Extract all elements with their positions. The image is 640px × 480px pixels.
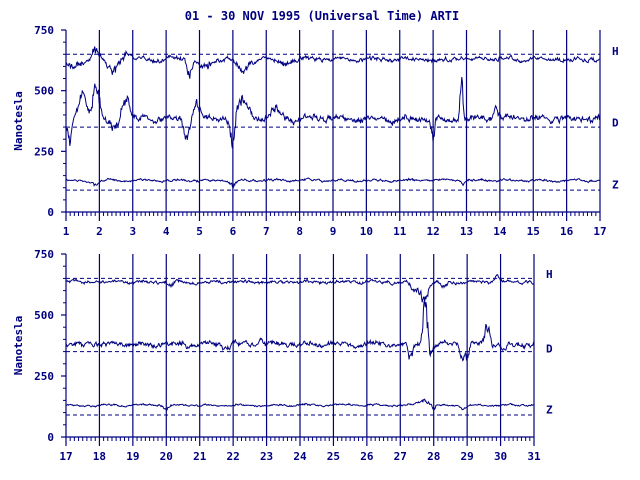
series-label-z: Z [546,403,553,416]
x-tick-label: 14 [493,225,507,238]
series-label-h: H [546,268,553,281]
x-tick-label: 30 [494,450,507,463]
x-tick-label: 13 [460,225,473,238]
x-tick-label: 1 [63,225,70,238]
x-tick-label: 9 [330,225,337,238]
series-line-z [65,177,600,189]
x-tick-label: 15 [527,225,540,238]
x-tick-label: 19 [126,450,139,463]
series-line-d [65,301,535,362]
x-tick-label: 25 [327,450,340,463]
x-tick-label: 11 [393,225,407,238]
series-label-d: D [546,342,553,355]
x-tick-label: 2 [96,225,103,238]
y-tick-label: 750 [34,248,54,261]
series-line-h [65,273,535,303]
series-line-d [65,76,601,149]
x-tick-label: 31 [527,450,541,463]
x-tick-label: 6 [230,225,237,238]
x-tick-label: 4 [163,225,170,238]
x-tick-label: 8 [296,225,303,238]
x-tick-label: 24 [293,450,307,463]
x-tick-label: 27 [394,450,407,463]
x-tick-label: 16 [560,225,574,238]
y-tick-label: 500 [34,85,54,98]
y-tick-label: 750 [34,24,54,37]
y-tick-label: 0 [47,206,54,219]
panel-nov-01-17: 1 2 3 4 5 6 7 8 9 10 11 12 13 14 15 16 170250500750Nanot… [12,24,619,238]
x-tick-label: 10 [360,225,373,238]
series-label-h: H [612,45,619,58]
y-axis-label: Nanotesla [12,316,25,376]
x-tick-label: 12 [427,225,440,238]
y-tick-label: 250 [34,145,54,158]
x-tick-label: 26 [360,450,374,463]
x-tick-label: 20 [160,450,173,463]
x-tick-label: 7 [263,225,270,238]
x-tick-label: 28 [427,450,440,463]
x-tick-label: 29 [461,450,474,463]
x-tick-label: 22 [227,450,240,463]
chart-title: 01 - 30 NOV 1995 (Universal Time) ARTI [185,9,460,23]
panel-nov-17-31: 17 18 19 20 21 22 23 24 25 26 27 28 29 30 31 0 250 500 750… [12,248,553,463]
x-tick-label: 21 [193,450,207,463]
x-tick-label: 3 [129,225,136,238]
x-tick-label: 17 [593,225,606,238]
y-tick-label: 500 [34,309,54,322]
x-tick-label: 17 [59,450,72,463]
y-axis-label: Nanotesla [12,91,25,151]
y-tick-label: 250 [34,370,54,383]
series-line-z [65,398,535,412]
x-tick-label: 23 [260,450,273,463]
y-tick-label: 0 [47,431,54,444]
series-label-z: Z [612,178,619,191]
series-line-h [65,46,601,79]
series-label-d: D [612,117,619,130]
x-tick-label: 5 [196,225,203,238]
x-tick-label: 18 [93,450,106,463]
